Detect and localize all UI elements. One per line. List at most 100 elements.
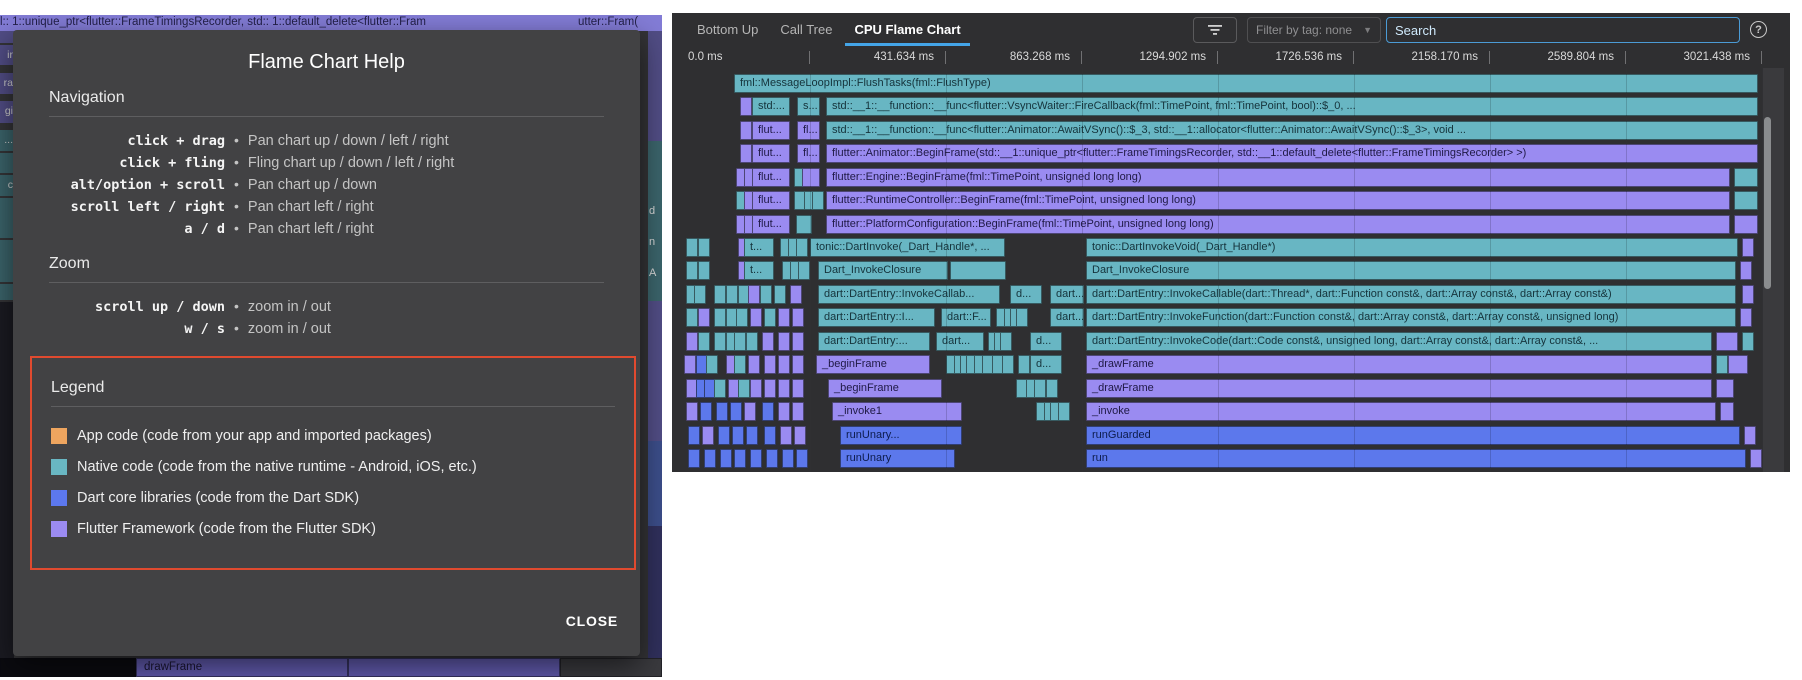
flame-bar[interactable]: d... (1030, 355, 1062, 374)
flame-bar[interactable]: run (1086, 449, 1746, 468)
flame-sliver[interactable] (796, 238, 808, 257)
flame-bar[interactable]: std::__1::__function::__func<flutter::An… (826, 121, 1758, 140)
flame-bar[interactable]: dart::DartEntry:... (818, 332, 930, 351)
flame-sliver[interactable] (764, 426, 776, 445)
flame-sliver[interactable] (792, 379, 804, 398)
flame-sliver[interactable] (778, 379, 790, 398)
flame-sliver[interactable] (950, 261, 1006, 280)
flame-bar[interactable]: fl... (797, 121, 820, 140)
flame-bar[interactable]: std::__1::__function::__func<flutter::Vs… (826, 97, 1758, 116)
tab-bottom-up[interactable]: Bottom Up (697, 22, 759, 37)
flame-sliver[interactable] (744, 402, 756, 421)
filter-by-tag-dropdown[interactable]: Filter by tag: none ▼ (1247, 17, 1381, 43)
flame-sliver[interactable] (1716, 355, 1728, 374)
flame-bar[interactable]: flutter::RuntimeController::BeginFrame(f… (826, 191, 1730, 210)
flame-sliver[interactable] (812, 191, 824, 210)
flame-sliver[interactable] (702, 426, 714, 445)
flame-bar[interactable]: runGuarded (1086, 426, 1740, 445)
flame-sliver[interactable] (686, 402, 698, 421)
flame-sliver[interactable] (796, 449, 808, 468)
flame-bar[interactable]: _drawFrame (1086, 355, 1712, 374)
flame-sliver[interactable] (714, 285, 726, 304)
flame-bar[interactable]: fl... (797, 144, 820, 163)
vertical-scrollbar-thumb[interactable] (1764, 117, 1771, 289)
flame-bar[interactable]: flut... (752, 191, 790, 210)
flame-sliver[interactable] (750, 308, 762, 327)
close-button[interactable]: CLOSE (560, 612, 624, 630)
flame-sliver[interactable] (1720, 402, 1734, 421)
flame-sliver[interactable] (734, 355, 746, 374)
tab-call-tree[interactable]: Call Tree (780, 22, 833, 37)
flame-bar[interactable]: d... (1030, 332, 1062, 351)
flame-sliver[interactable] (1716, 332, 1738, 351)
flame-sliver[interactable] (790, 285, 802, 304)
flame-sliver[interactable] (688, 449, 700, 468)
vertical-scrollbar-track[interactable] (1762, 68, 1784, 472)
flame-sliver[interactable] (748, 285, 760, 304)
flame-bar[interactable]: _invoke1 (832, 402, 962, 421)
flame-sliver[interactable] (1716, 379, 1734, 398)
flame-bar[interactable]: dart::DartEntry::InvokeFunction(dart::Fu… (1086, 308, 1736, 327)
flame-bar[interactable]: dart... (1050, 285, 1084, 304)
flame-bar[interactable]: _beginFrame (828, 379, 942, 398)
flame-sliver[interactable] (1742, 285, 1754, 304)
flame-bar[interactable]: tonic::DartInvoke(_Dart_Handle*, ... (810, 238, 1005, 257)
flame-sliver[interactable] (700, 402, 712, 421)
flame-sliver[interactable] (778, 355, 790, 374)
flame-sliver[interactable] (740, 144, 752, 163)
flame-sliver[interactable] (694, 285, 706, 304)
flame-bar[interactable]: _beginFrame (816, 355, 930, 374)
flame-sliver[interactable] (684, 355, 696, 374)
flame-bar[interactable]: dart::DartEntry::InvokeCallab... (818, 285, 1000, 304)
flame-sliver[interactable] (732, 426, 744, 445)
flame-sliver[interactable] (1734, 168, 1758, 187)
flame-chart[interactable]: fml::MessageLoopImpl::FlushTasks(fml::Fl… (674, 68, 1786, 472)
flame-sliver[interactable] (704, 449, 716, 468)
flame-sliver[interactable] (1734, 215, 1758, 234)
flame-sliver[interactable] (792, 402, 804, 421)
flame-sliver[interactable] (766, 449, 778, 468)
flame-sliver[interactable] (778, 402, 790, 421)
flame-bar[interactable]: flut... (752, 215, 790, 234)
flame-sliver[interactable] (718, 426, 730, 445)
flame-sliver[interactable] (796, 215, 812, 234)
flame-sliver[interactable] (798, 261, 810, 280)
flame-sliver[interactable] (746, 426, 758, 445)
flame-sliver[interactable] (1750, 449, 1762, 468)
flame-sliver[interactable] (1744, 426, 1756, 445)
flame-sliver[interactable] (774, 285, 786, 304)
flame-bar[interactable]: dart... (1050, 308, 1084, 327)
flame-sliver[interactable] (1000, 332, 1012, 351)
flame-sliver[interactable] (794, 426, 806, 445)
flame-sliver[interactable] (1742, 332, 1754, 351)
flame-bar[interactable]: d... (1010, 285, 1042, 304)
flame-sliver[interactable] (1740, 308, 1752, 327)
flame-bar[interactable]: _drawFrame (1086, 379, 1712, 398)
flame-sliver[interactable] (714, 379, 726, 398)
flame-bar[interactable]: t... (744, 261, 774, 280)
flame-sliver[interactable] (746, 332, 758, 351)
flame-sliver[interactable] (1016, 308, 1028, 327)
flame-bar[interactable]: Dart_InvokeClosure (1086, 261, 1736, 280)
flame-sliver[interactable] (792, 355, 804, 374)
flame-bar[interactable]: flutter::Engine::BeginFrame(fml::TimePoi… (826, 168, 1730, 187)
flame-sliver[interactable] (740, 97, 752, 116)
flame-sliver[interactable] (1002, 355, 1014, 374)
flame-sliver[interactable] (802, 168, 820, 187)
flame-sliver[interactable] (778, 308, 790, 327)
flame-bar[interactable]: flut... (752, 121, 790, 140)
flame-bar[interactable]: flutter::PlatformConfiguration::BeginFra… (826, 215, 1730, 234)
flame-sliver[interactable] (778, 332, 790, 351)
flame-sliver[interactable] (698, 238, 710, 257)
flame-sliver[interactable] (686, 332, 698, 351)
flame-sliver[interactable] (1046, 379, 1058, 398)
flame-sliver[interactable] (1058, 402, 1070, 421)
flame-sliver[interactable] (782, 449, 794, 468)
flame-bar[interactable]: std:... (752, 97, 790, 116)
flame-sliver[interactable] (750, 449, 762, 468)
flame-sliver[interactable] (734, 332, 746, 351)
flame-sliver[interactable] (686, 238, 698, 257)
flame-bar[interactable]: flut... (752, 168, 790, 187)
flame-sliver[interactable] (1734, 191, 1758, 210)
flame-bar[interactable]: tonic::DartInvokeVoid(_Dart_Handle*) (1086, 238, 1738, 257)
